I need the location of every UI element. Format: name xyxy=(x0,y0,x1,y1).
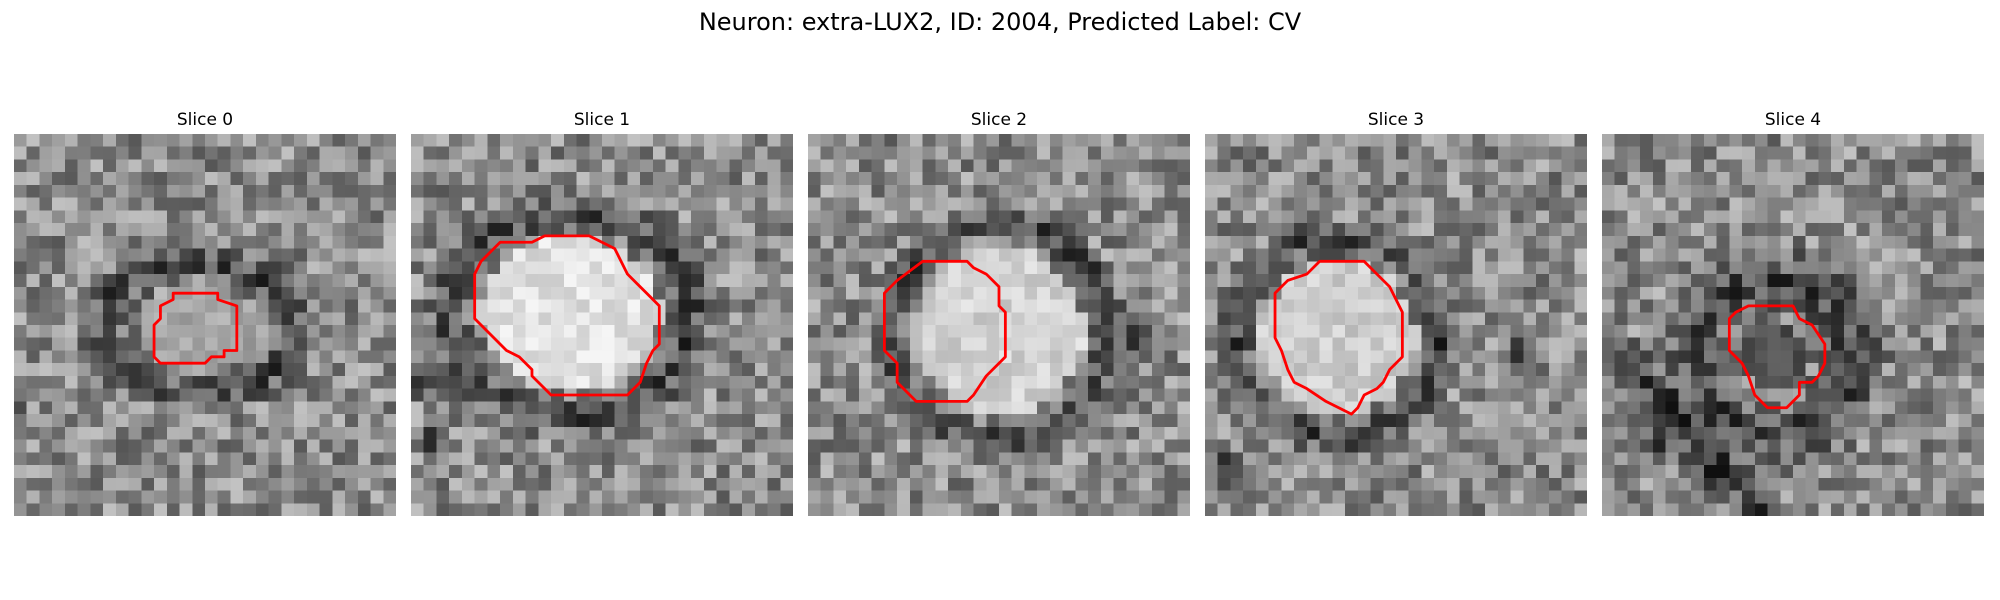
slice-image xyxy=(14,134,396,516)
slice-title: Slice 4 xyxy=(1764,110,1822,130)
slice-panel-2: Slice 2 xyxy=(808,106,1190,516)
slice-image xyxy=(1602,134,1984,516)
slice-image xyxy=(411,134,793,516)
figure-title: Neuron: extra-LUX2, ID: 2004, Predicted … xyxy=(698,8,1302,36)
slice-title: Slice 3 xyxy=(1367,110,1425,130)
segmentation-contour xyxy=(1273,259,1404,416)
slice-title: Slice 0 xyxy=(176,110,234,130)
slice-title: Slice 2 xyxy=(970,110,1028,130)
segmentation-contour xyxy=(1727,304,1827,410)
segmentation-contour xyxy=(152,291,239,365)
slice-panel-0: Slice 0 xyxy=(14,106,396,516)
slice-panel-3: Slice 3 xyxy=(1205,106,1587,516)
slice-panel-1: Slice 1 xyxy=(411,106,793,516)
segmentation-contour xyxy=(882,259,1007,403)
segmentation-contour xyxy=(473,234,661,397)
slice-image xyxy=(808,134,1190,516)
slice-title: Slice 1 xyxy=(573,110,631,130)
slice-panel-4: Slice 4 xyxy=(1602,106,1984,516)
slice-image xyxy=(1205,134,1587,516)
